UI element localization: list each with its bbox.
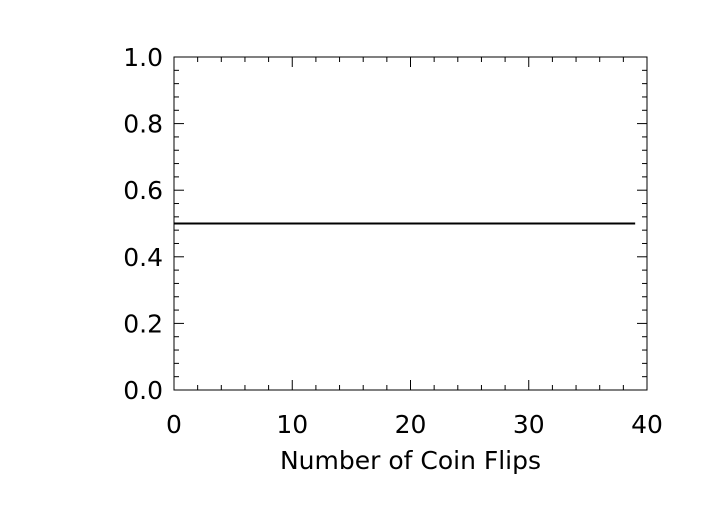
y-tick-label: 0.2 xyxy=(123,309,163,338)
minor-ticks xyxy=(174,57,647,390)
major-ticks xyxy=(173,56,648,391)
x-tick-label: 10 xyxy=(276,410,308,439)
y-tick-label: 0.0 xyxy=(123,376,163,405)
x-tick-label: 0 xyxy=(166,410,182,439)
y-tick-label: 0.6 xyxy=(123,176,163,205)
x-tick-label: 20 xyxy=(395,410,427,439)
x-axis-title: Number of Coin Flips xyxy=(280,446,541,475)
y-tick-label: 1.0 xyxy=(123,43,163,72)
y-tick-label: 0.4 xyxy=(123,243,163,272)
y-tick-label: 0.8 xyxy=(123,110,163,139)
x-tick-label: 30 xyxy=(513,410,545,439)
y-tick-labels: 0.0 0.2 0.4 0.6 0.8 1.0 xyxy=(123,43,163,405)
x-tick-label: 40 xyxy=(631,410,663,439)
x-tick-labels: 0 10 20 30 40 xyxy=(166,410,663,439)
